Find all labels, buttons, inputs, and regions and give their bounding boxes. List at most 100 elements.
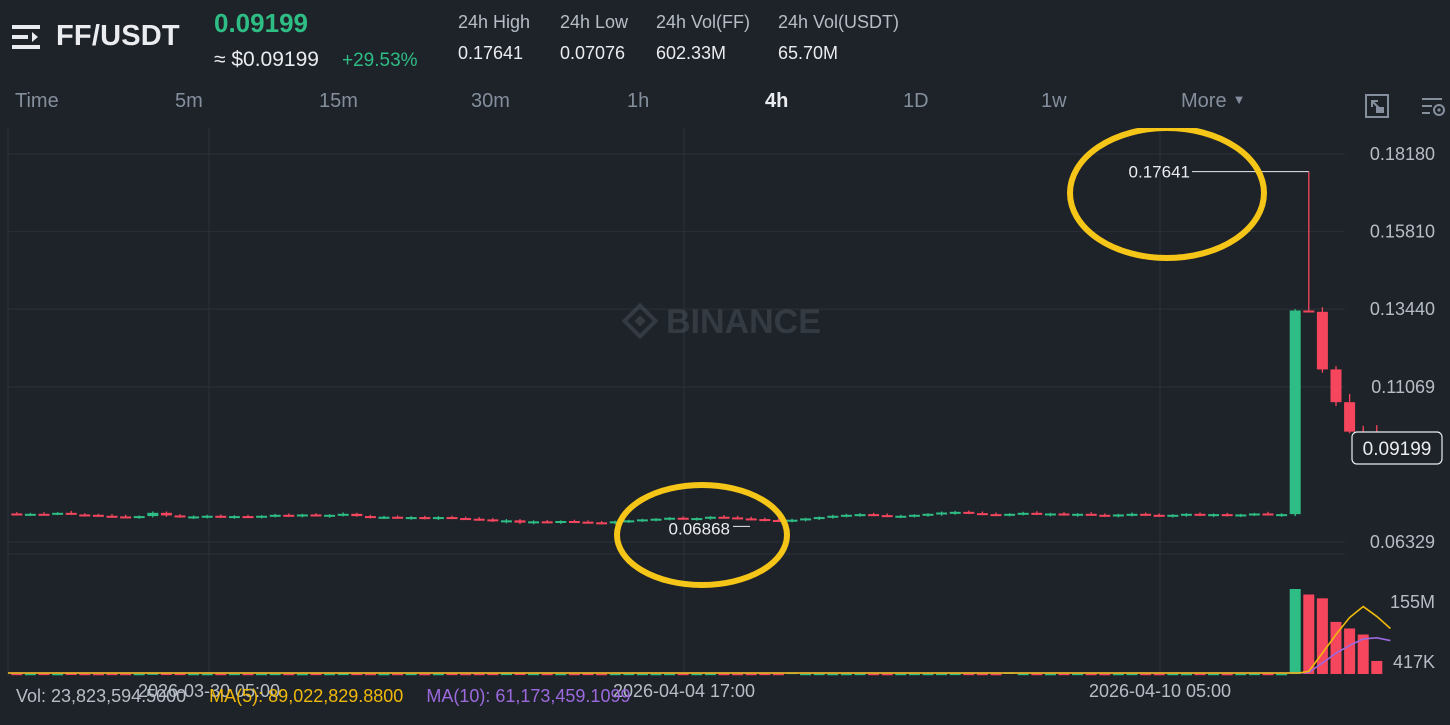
volume-bar — [1072, 673, 1084, 676]
volume-bar — [432, 673, 444, 676]
volume-bar — [269, 673, 281, 676]
volume-bar — [868, 673, 880, 676]
stat-24h-low: 24h Low 0.07076 — [560, 12, 628, 64]
ma5-line — [8, 605, 1391, 674]
volume-bar — [460, 673, 472, 676]
volume-bar — [487, 673, 499, 676]
candle-body — [38, 513, 50, 516]
volume-bar — [283, 673, 295, 676]
expand-chart-icon[interactable] — [1364, 93, 1390, 119]
volume-bar — [147, 673, 159, 675]
current-price-label: 0.09199 — [1363, 439, 1432, 460]
volume-bar — [296, 673, 308, 676]
stat-label: 24h Vol(USDT) — [778, 12, 900, 32]
candle-body — [691, 518, 703, 521]
candle-body — [1153, 514, 1165, 517]
price-change-percent: +29.53% — [342, 50, 418, 71]
candle-body — [1262, 513, 1274, 516]
volume-bar — [1208, 673, 1220, 676]
price-axis-label: 0.11069 — [1371, 377, 1435, 397]
candle-body — [378, 516, 390, 519]
volume-bar — [65, 673, 77, 676]
low-highlight-ellipse — [614, 482, 790, 588]
candle-body — [528, 521, 540, 524]
trading-pair[interactable]: FF/USDT — [56, 20, 180, 52]
volume-bar — [1167, 673, 1179, 676]
tab-30m[interactable]: 30m — [471, 90, 510, 112]
candle-body — [990, 514, 1002, 517]
low-marker-label: 0.06868 — [669, 519, 730, 538]
tab-1w[interactable]: 1w — [1041, 90, 1067, 112]
candle-body — [201, 515, 213, 518]
pair-list-icon[interactable] — [12, 22, 44, 52]
tab-more[interactable]: More ▼ — [1181, 90, 1245, 113]
candle-body — [242, 516, 254, 519]
candle-body — [1031, 512, 1043, 515]
price-chart[interactable]: BINANCE 0.18180 0.15810 0.13440 0.11069 0.06… — [0, 125, 1450, 720]
candle-body — [52, 512, 64, 515]
volume-bar — [541, 673, 553, 676]
volume-bar — [1357, 634, 1369, 674]
volume-bar — [1140, 673, 1152, 676]
tab-1d[interactable]: 1D — [903, 90, 929, 112]
volume-bar — [976, 673, 988, 676]
candle-body — [1248, 513, 1260, 516]
candle-body — [813, 517, 825, 520]
volume-bar — [1153, 673, 1165, 676]
candle-body — [79, 514, 91, 517]
chart-settings-icon[interactable] — [1420, 93, 1446, 119]
volume-bar — [1180, 673, 1192, 676]
ma10-line — [8, 637, 1391, 674]
volume-bar — [473, 673, 485, 676]
candle-body — [1303, 310, 1315, 313]
candle-body — [936, 512, 948, 515]
stat-24h-high: 24h High 0.17641 — [458, 12, 530, 64]
stat-value: 65.70M — [778, 43, 839, 63]
candle-body — [174, 515, 186, 518]
tab-1h[interactable]: 1h — [627, 90, 650, 112]
candle-body — [500, 520, 512, 523]
usd-equivalent: ≈ $0.09199 — [214, 48, 319, 71]
candle-body — [922, 513, 934, 516]
candle-body — [160, 512, 172, 516]
volume-bar — [160, 673, 172, 676]
candle-body — [106, 515, 118, 518]
candle-body — [473, 518, 485, 521]
candle-body — [895, 515, 907, 518]
candle-body — [1221, 514, 1233, 517]
candle-body — [1085, 513, 1097, 516]
stat-label: 24h Low — [560, 12, 629, 32]
tab-15m[interactable]: 15m — [319, 90, 358, 112]
tab-4h[interactable]: 4h — [765, 90, 789, 112]
candle-body — [1194, 513, 1206, 516]
candle-body — [732, 517, 744, 520]
stat-value: 0.07076 — [560, 43, 626, 63]
volume-bar — [1303, 594, 1315, 674]
volume-bar — [215, 673, 227, 676]
volume-bar — [378, 673, 390, 676]
stat-value: 602.33M — [656, 43, 727, 63]
price-axis-label: 0.18180 — [1370, 144, 1435, 164]
candle-body — [881, 515, 893, 518]
volume-bar — [188, 673, 200, 676]
price-axis-label: 0.06329 — [1370, 532, 1435, 552]
volume-axis-label: 417K — [1393, 652, 1435, 672]
volume-bar — [324, 673, 336, 676]
candle-body — [351, 513, 363, 517]
tab-time[interactable]: Time — [15, 90, 59, 112]
volume-bar — [1248, 673, 1260, 676]
volume-bar — [963, 673, 975, 676]
candle-body — [1180, 513, 1192, 516]
candle-body — [596, 522, 608, 525]
high-marker-label: 0.17641 — [1129, 163, 1190, 182]
candle-body — [976, 513, 988, 516]
volume-bar — [92, 673, 104, 676]
volume-bar — [704, 673, 716, 676]
volume-bar — [310, 673, 322, 676]
tab-5m[interactable]: 5m — [175, 90, 203, 112]
candle-body — [718, 516, 730, 519]
volume-bar — [133, 673, 145, 676]
candle-body — [215, 515, 227, 518]
candle-body — [269, 514, 281, 517]
candlestick-chart-svg[interactable]: BINANCE 0.18180 0.15810 0.13440 0.11069 0.06… — [0, 125, 1450, 720]
